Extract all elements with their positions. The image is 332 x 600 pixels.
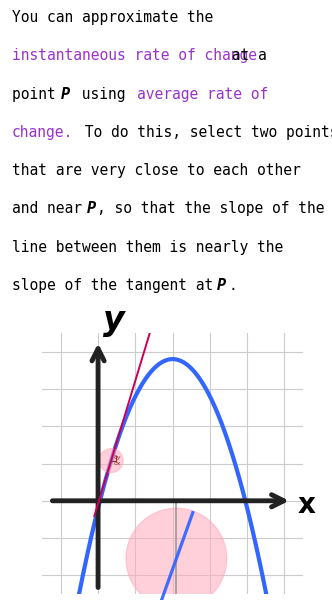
Text: change.: change. <box>12 125 73 140</box>
Text: P: P <box>217 278 226 293</box>
Polygon shape <box>139 467 208 600</box>
Text: P: P <box>61 86 70 101</box>
Text: δx: δx <box>113 461 121 466</box>
Text: that are very close to each other: that are very close to each other <box>12 163 300 178</box>
Text: average rate of: average rate of <box>137 86 268 101</box>
Text: at a: at a <box>223 48 267 63</box>
Text: You can approximate the: You can approximate the <box>12 10 213 25</box>
Text: slope of the tangent at: slope of the tangent at <box>12 278 222 293</box>
Text: .: . <box>228 278 237 293</box>
Text: δy: δy <box>113 455 121 460</box>
Text: y: y <box>103 304 124 337</box>
Text: point: point <box>12 86 64 101</box>
Text: x: x <box>297 491 315 519</box>
Text: using: using <box>73 86 134 101</box>
Text: line between them is nearly the: line between them is nearly the <box>12 240 283 255</box>
Text: instantaneous rate of change: instantaneous rate of change <box>12 48 257 63</box>
Circle shape <box>99 449 123 473</box>
Text: P: P <box>87 202 96 217</box>
Text: and near: and near <box>12 202 90 217</box>
Circle shape <box>126 508 227 600</box>
Text: , so that the slope of the: , so that the slope of the <box>97 202 325 217</box>
Text: To do this, select two points: To do this, select two points <box>76 125 332 140</box>
